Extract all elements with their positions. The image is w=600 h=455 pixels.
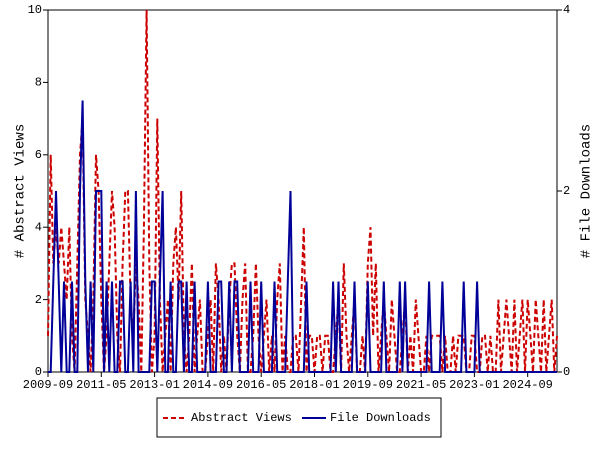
y-tick-label: 10 xyxy=(28,3,42,17)
y2-tick-label: 4 xyxy=(563,3,570,17)
y-tick-label: 0 xyxy=(35,365,42,379)
y2-tick-label: 2 xyxy=(563,184,570,198)
x-tick-label: 2013-01 xyxy=(129,378,179,392)
x-tick-label: 2024-09 xyxy=(502,378,552,392)
legend-label: File Downloads xyxy=(330,411,431,425)
x-tick-label: 2023-01 xyxy=(449,378,499,392)
x-tick-label: 2018-01 xyxy=(289,378,339,392)
x-tick-label: 2021-05 xyxy=(396,378,446,392)
legend-label: Abstract Views xyxy=(191,411,292,425)
y-tick-label: 2 xyxy=(35,293,42,307)
x-tick-label: 2016-05 xyxy=(236,378,286,392)
series-line xyxy=(48,100,557,373)
y-tick-label: 6 xyxy=(35,148,42,162)
legend-box xyxy=(156,397,442,438)
y2-axis-label: # File Downloads xyxy=(579,124,595,258)
x-tick-label: 2009-09 xyxy=(23,378,73,392)
y-tick-label: 4 xyxy=(35,220,42,234)
x-tick-label: 2014-09 xyxy=(183,378,233,392)
y-tick-label: 8 xyxy=(35,76,42,90)
y2-tick-label: 0 xyxy=(563,365,570,379)
x-tick-label: 2019-09 xyxy=(343,378,393,392)
y-axis-label: # Abstract Views xyxy=(13,124,29,258)
x-tick-label: 2011-05 xyxy=(76,378,126,392)
